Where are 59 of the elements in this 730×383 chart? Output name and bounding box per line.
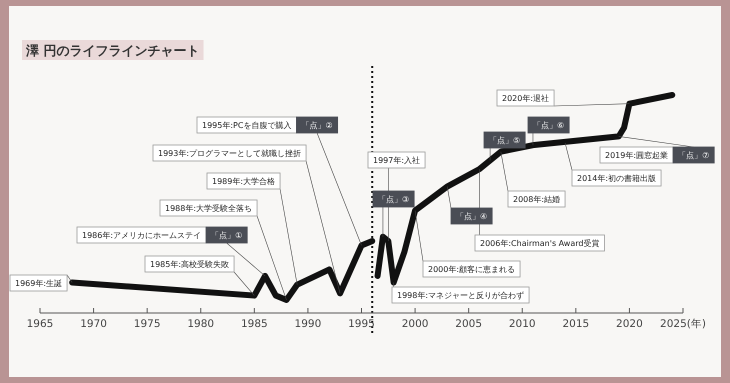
annotation: 2000年:顧客に恵まれる [422, 260, 520, 278]
annotation: 2014年:初の書籍出版 [577, 174, 656, 183]
annotation: 1969年:生誕 [10, 274, 68, 292]
annotation: 1993年:プログラマーとして就職し挫折 [158, 149, 302, 158]
annotation: 2008年:結婚 [508, 190, 566, 208]
x-tick-label: 1965 [26, 318, 54, 330]
annotation: 2020年:退社 [502, 94, 550, 103]
annotation: 2000年:顧客に恵まれる [428, 265, 516, 274]
x-tick-label: 2020 [616, 318, 643, 330]
x-tick-label: 2000 [402, 318, 428, 330]
annotation: 1989年:大学合格 [212, 177, 276, 186]
annotation: 2006年:Chairman's Award受賞 [480, 239, 600, 248]
annotation: 「点」⑤ [484, 132, 526, 148]
annotation: 「点」⑥ [533, 121, 564, 130]
annotation: 1988年:大学受験全落ち [165, 204, 252, 213]
x-tick-label: 1990 [294, 318, 322, 330]
annotation: 1986年:アメリカにホームステイ [82, 231, 202, 240]
annotation: 1985年:高校受験失敗 [144, 256, 234, 272]
annotation: 「点」② [296, 116, 338, 134]
annotation: 「点」① [211, 231, 242, 240]
annotation: 1995年:PCを自腹で購入 [196, 116, 297, 134]
annotation: 「点」② [301, 121, 333, 130]
annotation: 「点」⑦ [678, 151, 710, 160]
annotation: 1969年:生誕 [15, 279, 62, 288]
annotation: 1998年:マネジャーと反りが合わず [392, 286, 530, 304]
annotation: 1995年:PCを自腹で購入 [202, 121, 292, 130]
annotation: 2014年:初の書籍出版 [572, 170, 662, 186]
x-tick-label: 2005 [455, 318, 482, 330]
x-tick-label: 1975 [134, 318, 161, 330]
x-tick-label: 2025(年) [660, 318, 706, 330]
annotation: 「点」⑥ [528, 116, 570, 134]
x-tick-label: 1995 [348, 318, 375, 330]
annotation: 「点」③ [378, 195, 410, 204]
chart-title: 澤 円のライフラインチャート [25, 44, 200, 59]
annotation: 2006年:Chairman's Award受賞 [474, 234, 605, 252]
annotation: 1993年:プログラマーとして就職し挫折 [152, 144, 306, 162]
x-tick-label: 1970 [80, 318, 107, 330]
annotation: 2019年:圓窓起業 [605, 151, 668, 160]
x-tick-label: 1985 [240, 318, 268, 330]
annotation: 「点」① [206, 226, 248, 244]
annotation: 1988年:大学受験全落ち [160, 200, 258, 216]
x-tick-label: 1980 [187, 318, 214, 330]
annotation: 「点」④ [450, 208, 493, 224]
annotation: 「点」③ [372, 190, 415, 208]
annotation: 「点」④ [456, 212, 488, 221]
annotation: 「点」⑤ [489, 136, 520, 145]
x-tick-label: 2010 [508, 318, 536, 330]
x-tick-label: 2015 [562, 318, 590, 330]
annotation: 1998年:マネジャーと反りが合わず [397, 291, 524, 300]
annotation: 1997年:入社 [373, 156, 420, 165]
annotation: 1989年:大学合格 [206, 172, 280, 190]
annotation: 2008年:結婚 [513, 195, 560, 204]
title: 澤 円のライフラインチャート [22, 40, 204, 60]
annotation: 1986年:アメリカにホームステイ [76, 226, 206, 244]
annotation: 「点」⑦ [672, 146, 715, 164]
annotation: 2019年:圓窓起業 [600, 146, 674, 164]
annotation: 1997年:入社 [368, 152, 426, 168]
annotation: 2020年:退社 [496, 90, 554, 106]
annotation: 1985年:高校受験失敗 [150, 260, 230, 269]
